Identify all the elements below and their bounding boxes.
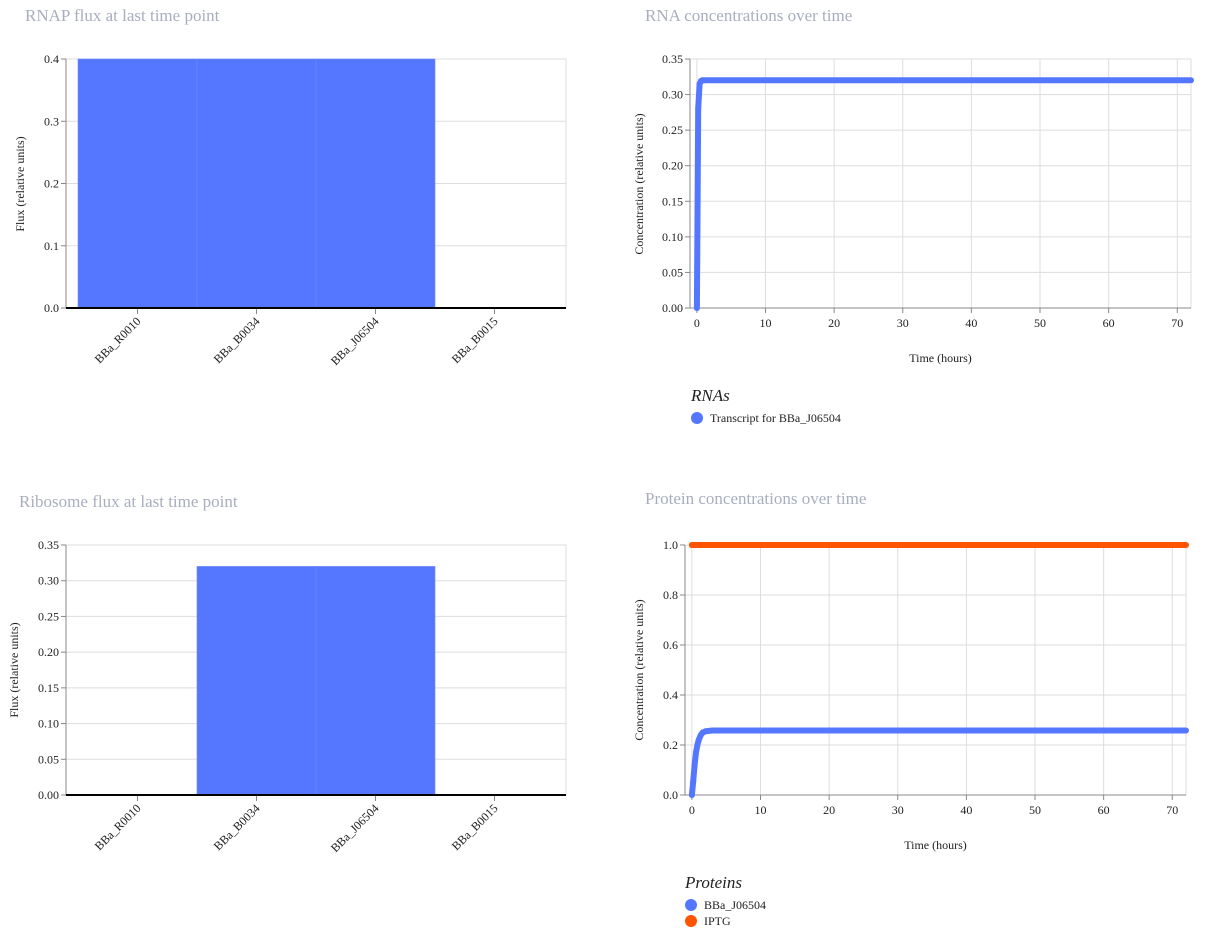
y-tick-label: 0.30 [38,574,59,588]
x-tick-label: 0 [689,803,695,817]
y-tick-label: 1.0 [663,538,678,552]
x-tick-label: 10 [759,316,771,330]
data-point [691,762,698,768]
legend-swatch [685,899,697,911]
rna-concentration-title: RNA concentrations over time [645,6,853,25]
y-tick-label: 0.2 [663,738,678,752]
rna-legend-title: RNAs [691,386,730,405]
series-line [693,77,1194,311]
y-axis-label: Flux (relative units) [13,136,27,231]
x-axis-label: Time (hours) [904,838,967,852]
y-tick-label: 0.6 [663,638,678,652]
y-tick-label: 0.10 [38,717,59,731]
y-tick-label: 0.00 [38,788,59,802]
x-axis-label: Time (hours) [909,351,972,365]
data-point [690,778,697,785]
y-tick-label: 0.20 [662,159,683,173]
ribosome-flux-title: Ribosome flux at last time point [19,492,238,511]
bar [77,58,198,309]
rnap-flux-title: RNAP flux at last time point [25,6,220,25]
legend-label: BBa_J06504 [704,897,767,912]
legend-item[interactable]: IPTG [685,913,766,929]
protein-legend-title: Proteins [685,873,742,892]
y-tick-label: 0.05 [38,752,59,766]
y-tick-label: 0.15 [38,681,59,695]
y-tick-label: 0.35 [662,52,683,66]
data-point [695,737,702,743]
legend-swatch [685,915,697,927]
y-tick-label: 0.3 [44,114,59,128]
x-tick-label: 50 [1034,316,1046,330]
y-tick-label: 0.25 [38,609,59,623]
data-point [700,77,707,84]
legend-label: IPTG [704,913,731,928]
data-point [709,727,716,734]
x-tick-label: 30 [892,803,904,817]
data-point [702,728,709,735]
y-tick-label: 0.4 [663,688,678,702]
legend-swatch [691,412,703,424]
y-tick-label: 0.8 [663,588,678,602]
protein-legend: Proteins BBa_J06504 IPTG [685,873,766,929]
y-tick-label: 0.35 [38,538,59,552]
rna-legend: RNAs Transcript for BBa_J06504 [691,386,841,426]
bar [196,566,317,796]
x-tick-label: 40 [965,316,977,330]
series-line [688,727,1189,798]
y-tick-label: 0.20 [38,645,59,659]
x-tick-label: 70 [1166,803,1178,817]
data-point [688,792,695,798]
y-tick-label: 0.0 [663,788,678,802]
legend-item[interactable]: Transcript for BBa_J06504 [691,410,841,426]
x-tick-label: 0 [694,316,700,330]
y-tick-label: 0.0 [44,301,59,315]
y-tick-label: 0.2 [44,177,59,191]
legend-item[interactable]: BBa_J06504 [685,897,766,913]
y-tick-label: 0.00 [662,301,683,315]
data-point [694,742,701,748]
x-tick-label: 10 [754,803,766,817]
data-point [688,542,695,548]
y-tick-label: 0.1 [44,239,59,253]
x-tick-label: 60 [1098,803,1110,817]
y-tick-label: 0.25 [662,123,683,137]
legend-label: Transcript for BBa_J06504 [710,410,841,425]
bar [315,58,436,309]
x-tick-label: 20 [828,316,840,330]
x-tick-label: 30 [897,316,909,330]
y-tick-label: 0.05 [662,265,683,279]
x-tick-label: 40 [960,803,972,817]
data-point [692,749,699,756]
data-point [695,105,702,112]
bar [315,566,436,796]
x-tick-label: 20 [823,803,835,817]
protein-concentration-title: Protein concentrations over time [645,489,867,508]
x-tick-label: 60 [1103,316,1115,330]
x-tick-label: 50 [1029,803,1041,817]
data-point [693,305,700,311]
y-tick-label: 0.15 [662,194,683,208]
y-tick-label: 0.30 [662,88,683,102]
y-tick-label: 0.10 [662,230,683,244]
x-tick-label: 70 [1171,316,1183,330]
y-axis-label: Flux (relative units) [7,622,21,717]
y-axis-label: Concentration (relative units) [632,113,646,254]
y-axis-label: Concentration (relative units) [632,599,646,740]
y-tick-label: 0.4 [44,52,59,66]
bar [196,58,317,309]
